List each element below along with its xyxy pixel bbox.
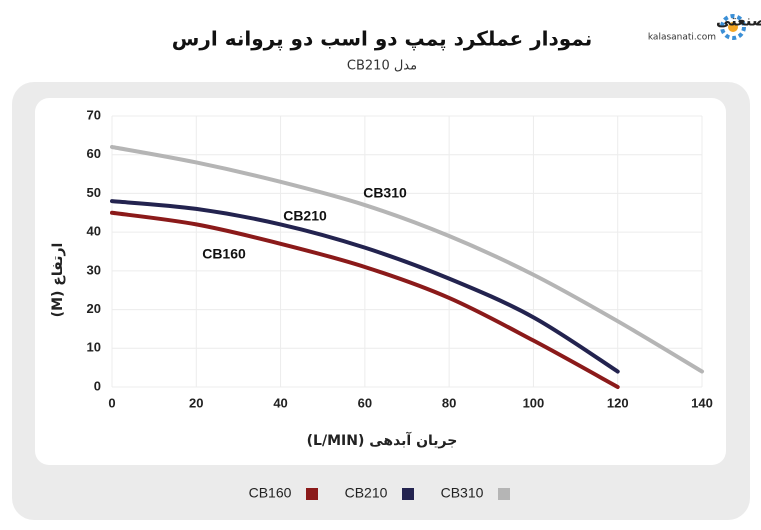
x-tick-label: 40 — [273, 395, 287, 410]
y-tick-label: 50 — [87, 185, 101, 200]
legend-swatch — [306, 488, 318, 500]
y-tick-label: 0 — [94, 378, 101, 393]
series-line — [110, 144, 704, 374]
legend-swatch — [498, 488, 510, 500]
y-tick-label: 30 — [87, 262, 101, 277]
chart-subtitle: مدل CB210 — [347, 59, 417, 74]
series-annotation: CB210 — [283, 208, 327, 224]
brand-name: کالاصنعتی — [716, 12, 761, 30]
y-tick-label: 60 — [87, 146, 101, 161]
plot-panel — [35, 98, 726, 465]
series-annotation: CB310 — [363, 185, 407, 201]
x-tick-label: 20 — [189, 395, 203, 410]
logo-dot — [728, 22, 738, 32]
series-annotation: CB160 — [202, 246, 246, 262]
x-tick-label: 120 — [607, 395, 629, 410]
x-tick-label: 100 — [523, 395, 545, 410]
x-tick-label: 140 — [691, 395, 713, 410]
legend-label: CB160 — [249, 485, 292, 501]
logo: کالاصنعتی kalasanati.com — [648, 12, 761, 43]
x-tick-label: 0 — [108, 395, 115, 410]
legend-label: CB210 — [345, 485, 388, 501]
y-tick-label: 20 — [87, 301, 101, 316]
x-tick-label: 80 — [442, 395, 456, 410]
x-axis-label: جریان آبدهی (L/MIN) — [307, 431, 458, 449]
brand-site: kalasanati.com — [648, 33, 716, 43]
y-axis-label: ارتفاع (M) — [50, 243, 66, 318]
y-tick-label: 40 — [87, 224, 101, 239]
logo-gear — [720, 14, 746, 40]
legend-swatch — [402, 488, 414, 500]
chart-title: نمودار عملکرد پمپ دو اسب دو پروانه ارس — [172, 27, 592, 52]
legend-label: CB310 — [441, 485, 484, 501]
series-line — [110, 210, 620, 389]
series-line — [110, 199, 620, 374]
x-tick-label: 60 — [358, 395, 372, 410]
y-tick-label: 10 — [87, 340, 101, 355]
y-tick-label: 70 — [87, 107, 101, 122]
